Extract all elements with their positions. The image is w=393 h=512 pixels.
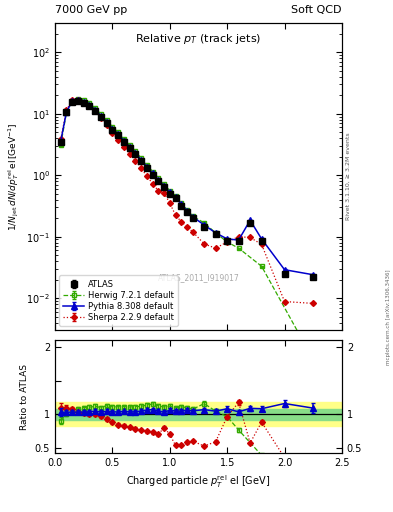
Text: Relative $p_T$ (track jets): Relative $p_T$ (track jets): [135, 32, 262, 46]
Legend: ATLAS, Herwig 7.2.1 default, Pythia 8.308 default, Sherpa 2.2.9 default: ATLAS, Herwig 7.2.1 default, Pythia 8.30…: [59, 275, 178, 326]
Y-axis label: Rivet 3.1.10, ≥ 3.2M events: Rivet 3.1.10, ≥ 3.2M events: [346, 133, 351, 221]
Y-axis label: Ratio to ATLAS: Ratio to ATLAS: [20, 364, 29, 430]
Text: Soft QCD: Soft QCD: [292, 5, 342, 15]
Bar: [55, 409, 342, 420]
Y-axis label: $1/N_{\rm jet}\,dN/dp^{\rm rel}_T\,{\rm el}\,[{\rm GeV}^{-1}]$: $1/N_{\rm jet}\,dN/dp^{\rm rel}_T\,{\rm …: [6, 122, 21, 231]
X-axis label: Charged particle $p^{\rm rel}_T$ el [GeV]: Charged particle $p^{\rm rel}_T$ el [GeV…: [127, 474, 270, 490]
Text: mcplots.cern.ch [arXiv:1306.3436]: mcplots.cern.ch [arXiv:1306.3436]: [386, 270, 391, 365]
Text: ATLAS_2011_I919017: ATLAS_2011_I919017: [158, 273, 239, 283]
Bar: [55, 402, 342, 426]
Text: 7000 GeV pp: 7000 GeV pp: [55, 5, 127, 15]
